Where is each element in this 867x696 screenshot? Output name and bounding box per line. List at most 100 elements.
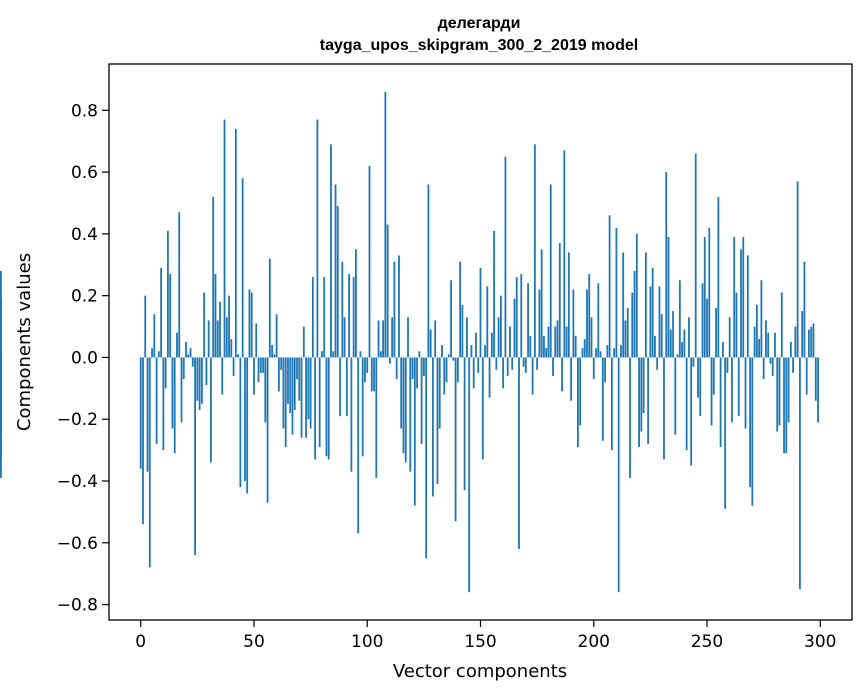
bar xyxy=(774,332,776,358)
bar xyxy=(481,357,484,460)
bar xyxy=(438,357,441,429)
bar xyxy=(325,357,328,457)
bar xyxy=(262,357,264,373)
bar xyxy=(706,298,708,358)
bar xyxy=(785,357,788,454)
bar xyxy=(164,357,167,389)
bar xyxy=(610,357,613,451)
y-tick-label: 0.6 xyxy=(71,163,98,183)
bar xyxy=(228,295,230,358)
bar xyxy=(225,317,228,358)
bar xyxy=(266,357,269,503)
bar xyxy=(561,357,563,392)
bar xyxy=(651,267,654,358)
bar xyxy=(717,196,720,358)
bar xyxy=(309,357,312,429)
bar xyxy=(250,292,253,358)
bar xyxy=(210,357,212,463)
bar xyxy=(148,357,151,568)
bar xyxy=(418,351,421,358)
y-tick-label: −0.8 xyxy=(57,596,98,616)
bar xyxy=(484,345,486,358)
bar xyxy=(753,326,756,358)
bar xyxy=(200,357,203,404)
bar xyxy=(472,357,475,389)
bar xyxy=(271,345,274,358)
bar xyxy=(635,233,638,358)
bar xyxy=(212,196,215,358)
bar xyxy=(504,156,507,358)
bar xyxy=(395,357,398,380)
bar xyxy=(434,320,437,358)
bar xyxy=(296,357,298,380)
bar xyxy=(697,357,699,398)
bar xyxy=(316,119,319,358)
bar xyxy=(726,357,729,373)
bar xyxy=(502,357,505,389)
bar xyxy=(771,357,774,376)
bar xyxy=(404,357,407,463)
bar xyxy=(203,292,206,358)
bar xyxy=(620,345,622,358)
bar xyxy=(259,357,262,373)
bar xyxy=(511,357,514,370)
bar xyxy=(475,332,477,358)
bar xyxy=(694,153,697,358)
bar xyxy=(166,230,169,358)
bar xyxy=(477,357,480,373)
bar xyxy=(379,351,382,358)
bar xyxy=(762,357,765,380)
bar xyxy=(699,357,702,417)
bar xyxy=(769,357,772,364)
x-tick-label: 250 xyxy=(691,632,723,652)
bar xyxy=(311,277,314,358)
bar-series xyxy=(0,91,819,593)
bar xyxy=(740,249,742,358)
bar xyxy=(275,314,278,358)
bar xyxy=(692,357,695,367)
bar xyxy=(334,184,337,358)
bar xyxy=(780,292,783,358)
bar xyxy=(724,357,727,509)
bar xyxy=(205,357,208,386)
bar xyxy=(382,320,385,358)
bar xyxy=(658,286,661,358)
y-axis-label: Components values xyxy=(14,253,35,431)
bar xyxy=(798,357,801,590)
bar xyxy=(640,357,643,432)
bar xyxy=(531,357,534,395)
bar xyxy=(255,323,258,358)
bar xyxy=(556,320,559,358)
bar xyxy=(280,357,283,370)
bar xyxy=(420,357,423,444)
bar xyxy=(400,357,403,429)
bar xyxy=(300,357,303,438)
bar xyxy=(459,261,462,358)
bar xyxy=(731,357,733,423)
bar xyxy=(687,317,690,358)
bar xyxy=(153,314,156,358)
bar xyxy=(221,357,224,395)
bar xyxy=(606,345,609,358)
bar xyxy=(617,357,620,593)
bar xyxy=(409,357,412,472)
bar xyxy=(282,357,285,429)
bar xyxy=(463,357,466,491)
bar xyxy=(778,357,781,426)
bar xyxy=(284,357,287,448)
bar xyxy=(631,292,634,358)
bar xyxy=(327,357,330,460)
bar xyxy=(592,357,595,380)
bar xyxy=(755,304,758,358)
bar xyxy=(515,277,518,358)
bar xyxy=(411,357,414,380)
bar xyxy=(746,255,749,358)
bar xyxy=(604,357,606,383)
bar xyxy=(488,357,491,398)
bar xyxy=(330,144,332,358)
bar xyxy=(323,277,326,358)
bar xyxy=(352,277,355,358)
bar xyxy=(364,357,366,383)
bar xyxy=(182,357,185,380)
bar xyxy=(452,357,455,361)
